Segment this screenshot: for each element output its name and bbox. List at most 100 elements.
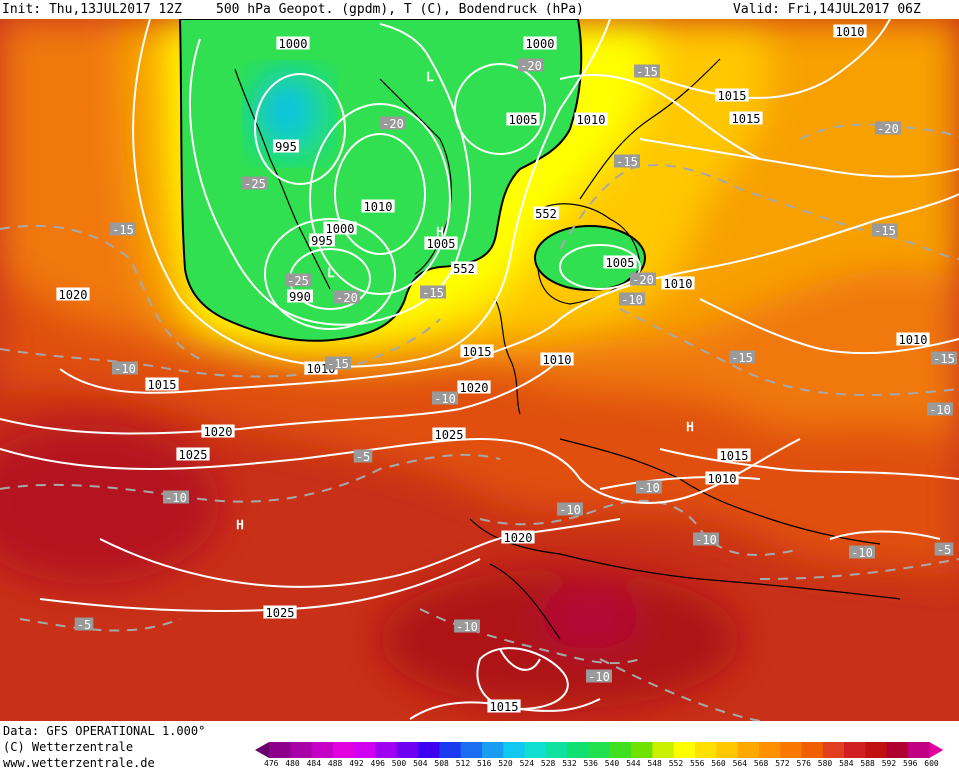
isobar-label: 1025 <box>266 606 295 620</box>
scale-tick-label: 552 <box>668 759 684 768</box>
temperature-label: -10 <box>165 491 187 505</box>
isobar-label: 1025 <box>179 448 208 462</box>
scale-tick-label: 528 <box>540 759 556 768</box>
scale-swatch <box>269 742 291 758</box>
isobar-label: 1010 <box>836 25 865 39</box>
scale-tick-label: 568 <box>753 759 769 768</box>
temperature-label-box <box>872 223 898 237</box>
temperature-label: -10 <box>114 362 136 376</box>
isobar-label-box <box>201 424 235 438</box>
temperature-label-box <box>934 542 954 556</box>
isobar-label-box <box>833 24 867 38</box>
temperature-label: -20 <box>632 273 654 287</box>
temperature-label: -25 <box>244 177 266 191</box>
temperature-label-box <box>432 391 458 405</box>
temperature-label: -15 <box>731 351 753 365</box>
temperature-label-box <box>630 272 656 286</box>
isobar-label-box <box>574 112 608 126</box>
isobar-label: 1010 <box>664 277 693 291</box>
isobar-label-box <box>457 380 491 394</box>
scale-tick-label: 576 <box>796 759 811 768</box>
temperature-label-box <box>586 669 612 683</box>
temperature-label-box <box>518 58 544 72</box>
scale-tick-label: 484 <box>306 759 322 768</box>
scale-tick-label: 580 <box>817 759 833 768</box>
isobar-label: 1005 <box>509 113 538 127</box>
isobar-label-box <box>506 112 540 126</box>
scale-swatch <box>758 742 781 758</box>
temperature-label: -15 <box>422 286 444 300</box>
temperature-label: -5 <box>356 450 370 464</box>
scale-swatch <box>780 742 802 758</box>
scale-tick-label: 596 <box>903 759 918 768</box>
temperature-label-box <box>112 361 138 375</box>
scale-swatch <box>631 742 653 758</box>
temperature-label: -5 <box>77 618 91 632</box>
temperature-label-box <box>454 619 480 633</box>
temperature-label-box <box>285 273 311 287</box>
isobar-label-box <box>424 236 458 250</box>
isobar-label: 1015 <box>732 112 761 126</box>
temperature-label-box <box>325 356 351 370</box>
temperature-label-box <box>619 292 645 306</box>
scale-swatch <box>737 742 760 758</box>
isobar-label: 1020 <box>460 381 489 395</box>
temperature-labels: -20 -15 -20 -20 -25 -15 -15 -15 -25 -20 -15 -20 -15 -… <box>74 58 957 684</box>
scale-swatch <box>588 742 611 758</box>
isobar-label: 995 <box>311 234 333 248</box>
pressure-centers: L H L H H <box>236 70 694 533</box>
isobar-label-box <box>661 276 695 290</box>
scale-swatch <box>503 742 526 758</box>
temperature-label-box <box>242 176 268 190</box>
scale-tick-label: 520 <box>498 759 513 768</box>
geopotential-label-box <box>533 206 559 220</box>
scale-swatch <box>482 742 504 758</box>
temperature-label: -15 <box>933 352 955 366</box>
scale-tick-label: 488 <box>327 759 343 768</box>
scale-swatch <box>545 742 568 758</box>
website: www.wetterzentrale.de <box>3 756 155 770</box>
valid-time: Valid: Fri,14JUL2017 06Z <box>733 2 921 17</box>
isobar-label: 1015 <box>463 345 492 359</box>
high-pressure-center: H <box>686 420 693 434</box>
weather-map: 1000 1000 1010 1015 1015 1005 1010 995 1010 1000 9… <box>0 19 959 721</box>
coastlines <box>234 58 901 640</box>
isobar-label-box <box>323 221 357 235</box>
copyright: (C) Wetterzentrale <box>3 740 134 754</box>
isobar-label-box <box>487 699 521 713</box>
isobar-label-box <box>603 255 637 269</box>
scale-tick-label: 560 <box>711 759 726 768</box>
temperature-label: -25 <box>287 274 309 288</box>
scale-swatch <box>396 742 419 758</box>
scale-tick-label: 540 <box>604 759 620 768</box>
color-scale-bar <box>255 741 959 763</box>
scale-swatch <box>673 742 696 758</box>
scale-swatch <box>375 742 398 758</box>
scale-swatch <box>886 742 909 758</box>
isobar-label: 995 <box>275 140 297 154</box>
isobar-label-box <box>717 448 751 462</box>
geopotential-label: 552 <box>453 262 475 276</box>
scale-swatch <box>524 742 547 758</box>
scale-swatch <box>354 742 376 758</box>
isobar-label-box <box>705 471 739 485</box>
temperature-label: -15 <box>616 155 638 169</box>
high-pressure-center: H <box>436 225 443 239</box>
geopotential-label-box <box>451 261 477 275</box>
temperature-label: -15 <box>327 357 349 371</box>
temperature-label: -20 <box>382 117 404 131</box>
isobar-label-box <box>896 332 930 346</box>
scale-right-arrow <box>929 742 944 758</box>
isobar-label-box <box>176 447 210 461</box>
isobar-label: 1000 <box>326 222 355 236</box>
temperature-label: -15 <box>636 65 658 79</box>
isobar-label: 1010 <box>543 353 572 367</box>
temperature-label: -15 <box>874 224 896 238</box>
scale-swatch <box>908 742 930 758</box>
scale-tick-label: 556 <box>690 759 705 768</box>
isobar-label: 1020 <box>204 425 233 439</box>
scale-swatch <box>311 742 334 758</box>
isobar-label: 1015 <box>490 700 519 714</box>
isobars <box>0 19 959 720</box>
